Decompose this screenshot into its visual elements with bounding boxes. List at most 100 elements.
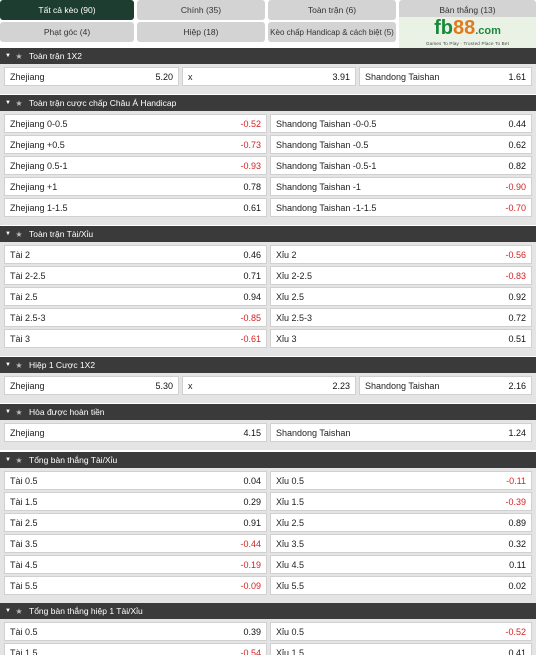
odds-cell[interactable]: Xỉu 3 0.51 <box>270 329 532 348</box>
selection-label: Shandong Taishan -0.5-1 <box>276 161 376 171</box>
star-icon[interactable]: ★ <box>15 98 23 108</box>
section-title: Toàn trận Tài/Xỉu <box>29 229 94 239</box>
odds-cell[interactable]: Zhejiang +1 0.78 <box>4 177 267 196</box>
odds-cell[interactable]: Zhejiang 0.5-1 -0.93 <box>4 156 267 175</box>
odds-cell[interactable]: Shandong Taishan 1.24 <box>270 423 532 442</box>
chevron-down-icon[interactable]: ▼ <box>5 231 11 237</box>
selection-name: Tài <box>10 249 23 260</box>
odds-cell[interactable]: Xỉu 1.5 0.41 <box>270 643 532 655</box>
tab-full-match[interactable]: Toàn trận (6) <box>268 0 396 20</box>
handicap-line: 3 <box>25 333 31 344</box>
selection-name: Xỉu <box>276 270 290 281</box>
odds-cell[interactable]: x 3.91 <box>182 67 356 86</box>
selection-label: Shandong Taishan -1 <box>276 182 361 192</box>
odds-cell[interactable]: Zhejiang +0.5 -0.73 <box>4 135 267 154</box>
star-icon[interactable]: ★ <box>15 229 23 239</box>
odds-cell[interactable]: Tài 0.5 0.39 <box>4 622 267 641</box>
odds-cell[interactable]: Tài 5.5 -0.09 <box>4 576 267 595</box>
selection-label: Xỉu 2-2.5 <box>276 271 312 281</box>
section-title: Tổng bàn thắng Tài/Xỉu <box>29 455 118 465</box>
odds-cell[interactable]: Xỉu 0.5 -0.52 <box>270 622 532 641</box>
odds-value: -0.93 <box>240 160 261 171</box>
odds-cell[interactable]: Shandong Taishan -0-0.5 0.44 <box>270 114 532 133</box>
odds-cell[interactable]: Zhejiang 4.15 <box>4 423 267 442</box>
odds-cell[interactable]: Tài 2.5 0.94 <box>4 287 267 306</box>
section-header[interactable]: ▼ ★ Tổng bàn thắng Tài/Xỉu <box>0 452 536 468</box>
selection-label: x <box>188 381 193 391</box>
section-header[interactable]: ▼ ★ Hòa được hoàn tiền <box>0 404 536 420</box>
odds-cell[interactable]: Shandong Taishan -0.5 0.62 <box>270 135 532 154</box>
odds-cell[interactable]: Tài 2.5-3 -0.85 <box>4 308 267 327</box>
selection-label: Tài 0.5 <box>10 627 38 637</box>
selection-name: Xỉu <box>276 517 290 528</box>
odds-cell[interactable]: Tài 1.5 0.29 <box>4 492 267 511</box>
odds-value: 0.61 <box>243 202 261 213</box>
odds-cell[interactable]: Xỉu 2.5 0.92 <box>270 287 532 306</box>
odds-cell[interactable]: Zhejiang 5.20 <box>4 67 179 86</box>
star-icon[interactable]: ★ <box>15 606 23 616</box>
odds-cell[interactable]: Shandong Taishan 2.16 <box>359 376 532 395</box>
tab-all-markets[interactable]: Tất cả kèo (90) <box>0 0 134 20</box>
odds-cell[interactable]: Shandong Taishan 1.61 <box>359 67 532 86</box>
chevron-down-icon[interactable]: ▼ <box>5 409 11 415</box>
tab-handicap[interactable]: Kèo chấp Handicap & cách biệt (5) <box>268 22 396 42</box>
odds-value: 0.46 <box>243 249 261 260</box>
odds-cell[interactable]: Xỉu 4.5 0.11 <box>270 555 532 574</box>
section-header[interactable]: ▼ ★ Toàn trận 1X2 <box>0 48 536 64</box>
section-title: Hiệp 1 Cược 1X2 <box>29 360 96 370</box>
chevron-down-icon[interactable]: ▼ <box>5 457 11 463</box>
odds-cell[interactable]: Tài 1.5 -0.54 <box>4 643 267 655</box>
section-header[interactable]: ▼ ★ Tổng bàn thắng hiệp 1 Tài/Xỉu <box>0 603 536 619</box>
logo-wordmark: fb88.com <box>434 17 501 39</box>
section-header[interactable]: ▼ ★ Toàn trận Tài/Xỉu <box>0 226 536 242</box>
odds-cell[interactable]: Tài 2-2.5 0.71 <box>4 266 267 285</box>
selection-name: Zhejiang <box>10 160 45 171</box>
handicap-line: 4.5 <box>291 559 305 570</box>
chevron-down-icon[interactable]: ▼ <box>5 362 11 368</box>
odds-cell[interactable]: Tài 4.5 -0.19 <box>4 555 267 574</box>
star-icon[interactable]: ★ <box>15 407 23 417</box>
fb88-logo[interactable]: fb88.com Games To Play · Trusted Place T… <box>399 17 536 48</box>
selection-label: Zhejiang +1 <box>10 182 57 192</box>
odds-cell[interactable]: Shandong Taishan -1 -0.90 <box>270 177 532 196</box>
chevron-down-icon[interactable]: ▼ <box>5 100 11 106</box>
odds-cell[interactable]: Tài 0.5 0.04 <box>4 471 267 490</box>
selection-name: Tài <box>10 559 23 570</box>
star-icon[interactable]: ★ <box>15 455 23 465</box>
odds-cell[interactable]: Zhejiang 1-1.5 0.61 <box>4 198 267 217</box>
odds-cell[interactable]: Xỉu 0.5 -0.11 <box>270 471 532 490</box>
tab-halves[interactable]: Hiệp (18) <box>137 22 265 42</box>
star-icon[interactable]: ★ <box>15 360 23 370</box>
odds-value: 0.89 <box>508 517 526 528</box>
section-header[interactable]: ▼ ★ Hiệp 1 Cược 1X2 <box>0 357 536 373</box>
odds-cell[interactable]: Zhejiang 5.30 <box>4 376 179 395</box>
odds-cell[interactable]: Tài 3 -0.61 <box>4 329 267 348</box>
selection-label: Shandong Taishan <box>365 381 439 391</box>
odds-cell[interactable]: Xỉu 2.5-3 0.72 <box>270 308 532 327</box>
odds-cell[interactable]: Xỉu 3.5 0.32 <box>270 534 532 553</box>
odds-cell[interactable]: Tài 2.5 0.91 <box>4 513 267 532</box>
odds-cell[interactable]: Shandong Taishan -1-1.5 -0.70 <box>270 198 532 217</box>
odds-cell[interactable]: Xỉu 2.5 0.89 <box>270 513 532 532</box>
odds-cell[interactable]: Xỉu 2-2.5 -0.83 <box>270 266 532 285</box>
odds-cell[interactable]: Tài 3.5 -0.44 <box>4 534 267 553</box>
odds-cell[interactable]: Xỉu 5.5 0.02 <box>270 576 532 595</box>
tab-corners[interactable]: Phạt góc (4) <box>0 22 134 42</box>
selection-name: Xỉu <box>276 333 290 344</box>
selection-label: Xỉu 2.5 <box>276 292 304 302</box>
odds-cell[interactable]: x 2.23 <box>182 376 356 395</box>
odds-cell[interactable]: Shandong Taishan -0.5-1 0.82 <box>270 156 532 175</box>
section-header[interactable]: ▼ ★ Toàn trận cược chấp Châu Á Handicap <box>0 95 536 111</box>
tab-main[interactable]: Chính (35) <box>137 0 265 20</box>
odds-cell[interactable]: Tài 2 0.46 <box>4 245 267 264</box>
tab-goals[interactable]: Bàn thắng (13) <box>399 0 536 20</box>
chevron-down-icon[interactable]: ▼ <box>5 53 11 59</box>
odds-cell[interactable]: Xỉu 2 -0.56 <box>270 245 532 264</box>
odds-cell[interactable]: Xỉu 1.5 -0.39 <box>270 492 532 511</box>
chevron-down-icon[interactable]: ▼ <box>5 608 11 614</box>
odds-value: 0.29 <box>243 496 261 507</box>
selection-label: Shandong Taishan <box>276 428 350 438</box>
star-icon[interactable]: ★ <box>15 51 23 61</box>
selection-name: Tài <box>10 517 23 528</box>
odds-cell[interactable]: Zhejiang 0-0.5 -0.52 <box>4 114 267 133</box>
